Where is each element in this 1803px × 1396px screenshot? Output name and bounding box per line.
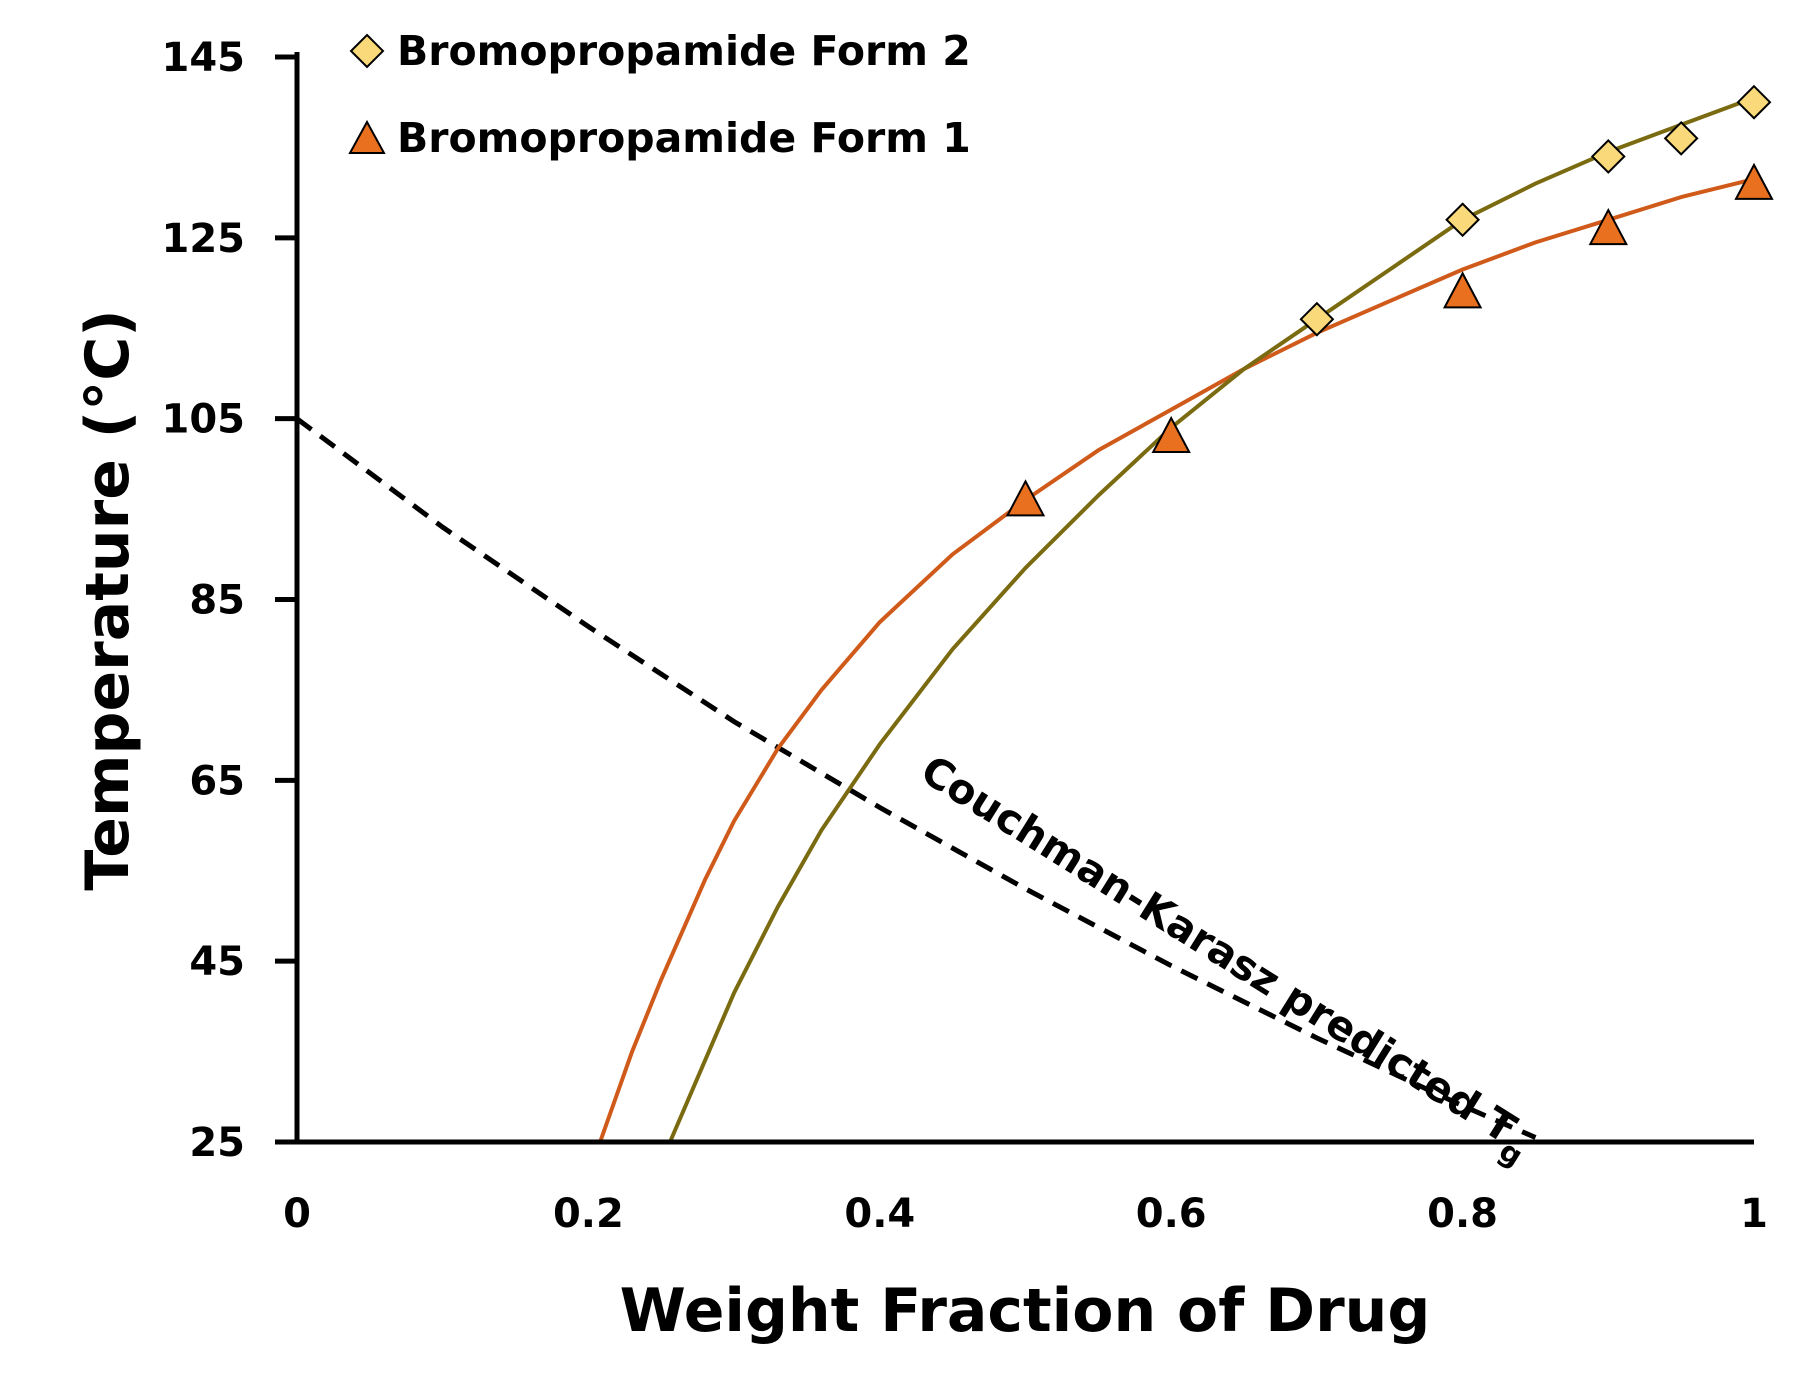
y-tick-label: 85 xyxy=(189,578,245,624)
y-ticks: 25 45 65 85 105 125 145 xyxy=(162,35,297,1166)
x-tick-label: 0 xyxy=(283,1191,311,1237)
y-tick-label: 45 xyxy=(189,939,245,985)
x-ticks: 0 0.2 0.4 0.6 0.8 1 xyxy=(283,1191,1768,1237)
form2-fit-curve xyxy=(668,95,1755,1143)
y-tick-label: 125 xyxy=(162,216,246,262)
couchman-karasz-dashed-line xyxy=(295,416,1537,1140)
plot-area xyxy=(295,84,1774,1143)
x-tick-label: 0.8 xyxy=(1427,1191,1498,1237)
y-axis-title: Temperature (°C) xyxy=(73,309,143,890)
x-tick-label: 0.2 xyxy=(553,1191,624,1237)
form1-data-point xyxy=(1734,162,1774,200)
legend-diamond-marker xyxy=(349,33,385,69)
y-tick-label: 105 xyxy=(162,397,246,443)
x-tick-label: 0.4 xyxy=(844,1191,915,1237)
legend-item-form1: Bromopropamide Form 1 xyxy=(348,114,971,162)
y-tick-label: 25 xyxy=(189,1120,245,1166)
annotation-main-text: Couchman-Karasz predicted T xyxy=(913,746,1525,1153)
legend-label-form2: Bromopropamide Form 2 xyxy=(397,27,971,75)
form2-data-point xyxy=(1663,120,1699,156)
form1-data-point xyxy=(1005,479,1046,517)
form1-data-point xyxy=(1442,271,1483,309)
y-tick-label: 145 xyxy=(162,35,246,81)
couchman-karasz-annotation: Couchman-Karasz predicted Tg xyxy=(907,746,1542,1173)
form1-data-point xyxy=(1151,415,1191,454)
x-tick-label: 1 xyxy=(1740,1191,1768,1237)
form1-fit-curve xyxy=(598,177,1755,1143)
y-tick-label: 65 xyxy=(189,758,245,804)
form2-data-point xyxy=(1299,301,1335,337)
legend-item-form2: Bromopropamide Form 2 xyxy=(349,27,971,75)
form2-data-point xyxy=(1736,84,1772,120)
legend-triangle-marker xyxy=(348,119,386,154)
x-tick-label: 0.6 xyxy=(1136,1191,1207,1237)
x-axis-title: Weight Fraction of Drug xyxy=(620,1276,1431,1346)
legend-label-form1: Bromopropamide Form 1 xyxy=(397,114,971,162)
form2-data-point xyxy=(1445,202,1481,238)
form2-data-point xyxy=(1590,139,1626,174)
legend: Bromopropamide Form 2 Bromopropamide For… xyxy=(348,27,971,162)
form1-data-point xyxy=(1588,207,1628,246)
